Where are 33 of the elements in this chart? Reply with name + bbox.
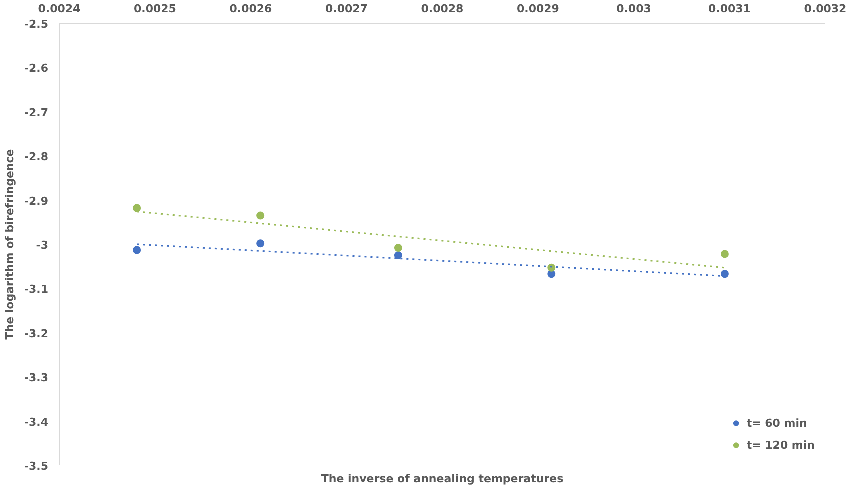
x-tick-label: 0.0028 — [421, 2, 464, 16]
point — [133, 246, 142, 254]
y-tick-label: -2.6 — [24, 62, 49, 76]
x-tick-label: 0.0026 — [230, 2, 273, 16]
y-tick-label: -2.8 — [24, 150, 49, 164]
y-tick-label: -3.3 — [24, 372, 49, 385]
y-tick-label: -2.5 — [24, 18, 49, 31]
y-tick-label: -2.7 — [24, 106, 49, 120]
y-tick-label: -2.9 — [24, 194, 49, 208]
point — [133, 204, 142, 212]
y-tick-label: -3.2 — [24, 327, 49, 340]
y-tick-label: -3.4 — [24, 416, 49, 429]
x-tick-label: 0.0029 — [517, 2, 560, 16]
point — [394, 244, 402, 252]
point — [720, 270, 729, 278]
point — [394, 252, 402, 260]
point — [548, 264, 556, 272]
legend-label: t= 120 min — [746, 438, 815, 452]
x-tick-label: 0.0032 — [804, 2, 847, 16]
x-tick-label: 0.0024 — [38, 2, 82, 16]
x-axis-title: The inverse of annealing temperatures — [321, 472, 564, 486]
legend-label: t= 60 min — [746, 416, 808, 430]
y-axis-title: The logarithm of birefringence — [3, 149, 16, 340]
x-tick-label: 0.0025 — [134, 2, 176, 16]
x-tick-label: 0.0031 — [708, 2, 751, 16]
point — [720, 250, 729, 258]
y-tick-label: -3.1 — [24, 283, 49, 296]
y-tick-label: -3.5 — [24, 460, 49, 473]
point — [256, 240, 265, 248]
point — [256, 212, 265, 220]
y-tick-label: -3 — [36, 239, 49, 252]
x-tick-label: 0.0027 — [326, 2, 368, 16]
x-tick-label: 0.003 — [616, 2, 652, 16]
